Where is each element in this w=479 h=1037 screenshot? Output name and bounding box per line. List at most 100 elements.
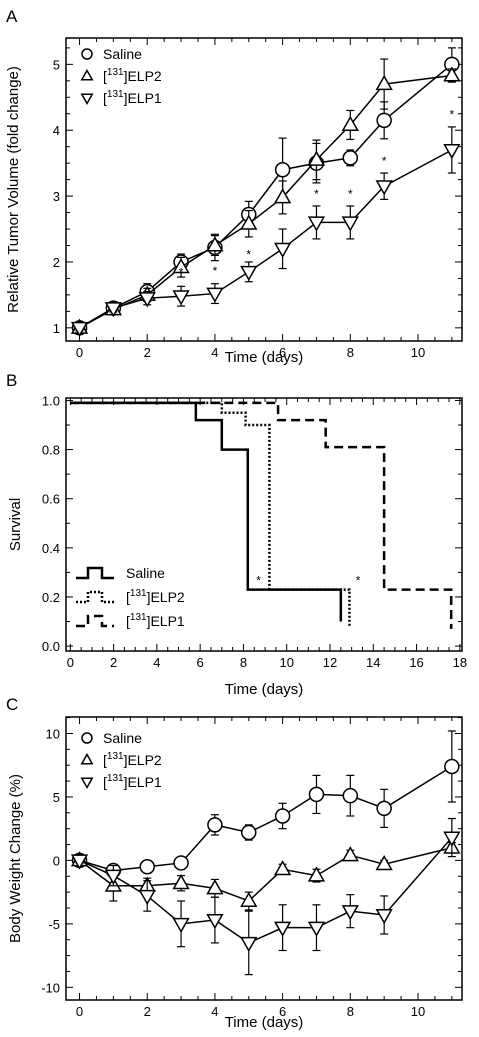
data-point-elp2 — [443, 66, 461, 82]
data-point-elp1 — [104, 869, 123, 885]
significance-marker: * — [179, 265, 184, 279]
significance-marker: * — [382, 154, 387, 168]
x-tick-label: 8 — [347, 1004, 354, 1019]
x-tick-label: 4 — [211, 1004, 218, 1019]
data-point-saline — [342, 787, 359, 804]
data-point-elp1 — [307, 921, 326, 937]
significance-marker: * — [356, 574, 361, 588]
x-tick-label: 10 — [411, 345, 425, 360]
y-tick-label: 0.6 — [42, 492, 60, 507]
legend-marker-saline — [81, 732, 93, 744]
plot-frame — [65, 397, 463, 652]
y-tick-label: 0.2 — [42, 590, 60, 605]
panel-letter: B — [6, 371, 17, 390]
data-point-saline — [139, 858, 155, 875]
legend-marker-elp1 — [80, 777, 94, 790]
series-line-elp2 — [79, 846, 453, 902]
data-point-elp1 — [443, 143, 461, 160]
x-tick-label: 14 — [366, 655, 380, 670]
legend-label-elp2: [131]ELP2 — [103, 67, 162, 84]
data-point-elp2 — [273, 860, 292, 876]
data-point-elp1 — [240, 265, 258, 282]
y-tick-label: 1 — [53, 321, 60, 336]
survival-line-elp2 — [70, 401, 351, 627]
data-point-elp1 — [70, 321, 89, 338]
x-axis-label: Time (days) — [225, 1014, 304, 1031]
y-tick-label: -10 — [41, 980, 60, 995]
legend-line-elp2 — [76, 590, 114, 604]
survival-line-saline — [70, 401, 343, 622]
y-tick-label: 5 — [53, 790, 60, 805]
data-point-elp1 — [273, 921, 292, 937]
x-tick-label: 6 — [279, 1004, 286, 1019]
panel-B: B 0 2 4 6 8 10 12 14 16 18 0.0 0.2 0.4 0.6 0.8 1.0 Time (… — [6, 371, 467, 698]
data-point-elp1 — [138, 889, 156, 906]
data-point-elp1 — [341, 216, 359, 232]
data-point-elp2 — [307, 866, 326, 882]
significance-marker: * — [256, 574, 261, 588]
x-tick-label: 0 — [76, 1004, 83, 1019]
data-point-elp1 — [172, 917, 190, 934]
data-point-saline — [173, 855, 189, 871]
data-point-elp1 — [341, 905, 359, 921]
legend-label-saline: Saline — [126, 565, 165, 581]
data-point-saline — [241, 824, 257, 841]
x-tick-label: 6 — [197, 655, 204, 670]
y-tick-label: 0 — [53, 853, 60, 868]
legend-label-elp2: [131]ELP2 — [126, 588, 185, 605]
data-point-elp2 — [307, 150, 326, 166]
y-tick-label: 10 — [46, 726, 60, 741]
legend-label-elp1: [131]ELP1 — [126, 612, 185, 629]
data-point-elp2 — [273, 188, 292, 204]
data-point-saline — [376, 800, 392, 817]
x-tick-label: 0 — [76, 345, 83, 360]
data-point-elp1 — [273, 242, 292, 259]
data-point-elp2 — [240, 891, 258, 908]
data-point-elp1 — [375, 180, 393, 196]
legend-marker-saline — [81, 48, 93, 60]
legend-marker-elp2 — [80, 752, 94, 765]
y-axis-label: Relative Tumor Volume (fold change) — [5, 66, 22, 313]
data-point-elp2 — [341, 115, 359, 131]
x-tick-label: 12 — [323, 655, 337, 670]
x-tick-label: 2 — [144, 345, 151, 360]
x-tick-label: 4 — [211, 345, 218, 360]
data-point-elp2 — [375, 74, 393, 91]
data-point-saline — [342, 150, 359, 166]
legend-line-saline — [76, 566, 114, 580]
y-tick-label: 1.0 — [42, 393, 60, 408]
data-point-saline — [274, 808, 291, 824]
data-point-elp1 — [240, 936, 258, 953]
x-tick-label: 16 — [409, 655, 423, 670]
data-point-elp1 — [206, 287, 224, 303]
data-point-elp2 — [375, 854, 393, 871]
y-tick-label: 5 — [53, 57, 60, 72]
survival-line-elp1 — [70, 401, 453, 629]
x-tick-label: 10 — [279, 655, 293, 670]
data-point-saline — [376, 112, 392, 129]
data-point-elp1 — [307, 216, 326, 232]
panel-letter: C — [6, 695, 18, 714]
legend-marker-elp1 — [80, 93, 94, 106]
x-tick-label: 18 — [453, 655, 467, 670]
x-tick-label: 6 — [279, 345, 286, 360]
significance-marker: * — [246, 248, 251, 262]
data-point-elp1 — [70, 854, 89, 870]
y-tick-label: 4 — [53, 123, 60, 138]
x-tick-label: 8 — [347, 345, 354, 360]
data-point-elp1 — [138, 292, 156, 308]
legend-label-elp2: [131]ELP2 — [103, 751, 162, 768]
plot-frame — [65, 37, 463, 342]
data-point-elp2 — [172, 258, 190, 274]
legend-line-elp1 — [76, 614, 114, 628]
data-point-elp1 — [375, 908, 393, 925]
data-point-elp1 — [443, 831, 461, 847]
data-point-saline — [308, 786, 325, 803]
x-axis-label: Time (days) — [225, 349, 304, 366]
data-point-saline — [444, 758, 460, 775]
x-tick-label: 2 — [144, 1004, 151, 1019]
y-tick-label: 0.8 — [42, 443, 60, 458]
data-point-elp2 — [341, 846, 359, 862]
